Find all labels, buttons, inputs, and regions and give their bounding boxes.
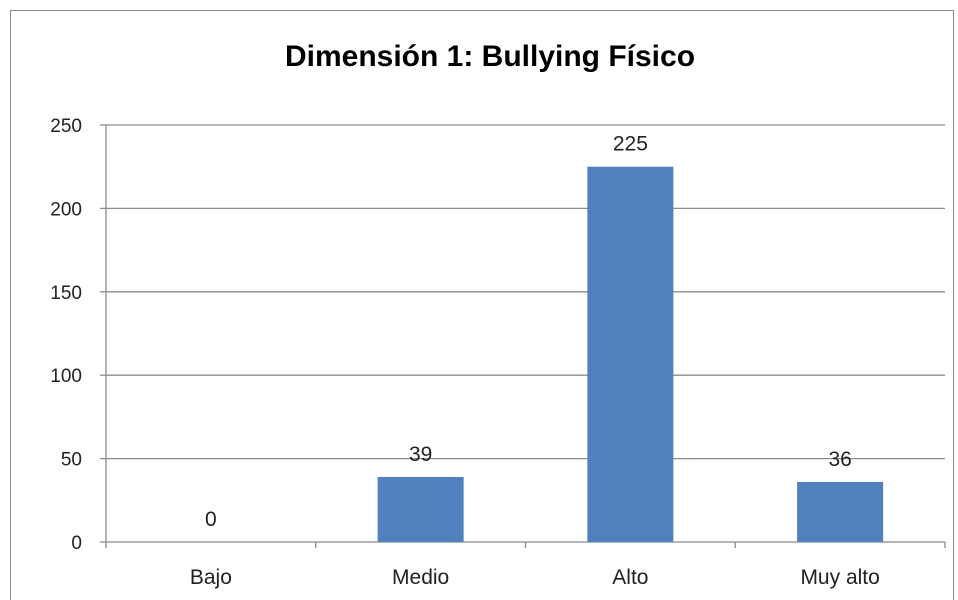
x-axis-category-labels: Bajo Medio Alto Muy alto	[190, 566, 880, 589]
y-tick-label: 100	[50, 366, 82, 387]
y-tick-label: 150	[50, 283, 82, 304]
data-label: 39	[409, 443, 432, 466]
data-label: 225	[613, 133, 648, 156]
x-category-label: Medio	[392, 566, 449, 589]
y-axis-tick-labels: 0 50 100 150 200 250	[50, 116, 82, 554]
chart-title: Dimensión 1: Bullying Físico	[285, 40, 695, 73]
x-category-label: Muy alto	[800, 566, 879, 589]
bar-muy-alto	[797, 482, 883, 542]
y-tick-label: 50	[61, 450, 82, 471]
gridlines	[106, 125, 945, 459]
x-category-label: Bajo	[190, 566, 232, 589]
bar-alto	[587, 167, 673, 542]
bars	[378, 167, 884, 542]
data-label: 0	[205, 508, 217, 531]
y-tick-label: 250	[50, 116, 82, 137]
bar-medio	[378, 477, 464, 542]
x-category-label: Alto	[612, 566, 648, 589]
data-label: 36	[828, 448, 851, 471]
y-tick-label: 0	[71, 533, 82, 554]
y-tick-label: 200	[50, 199, 82, 220]
data-labels: 0 39 225 36	[205, 133, 852, 531]
